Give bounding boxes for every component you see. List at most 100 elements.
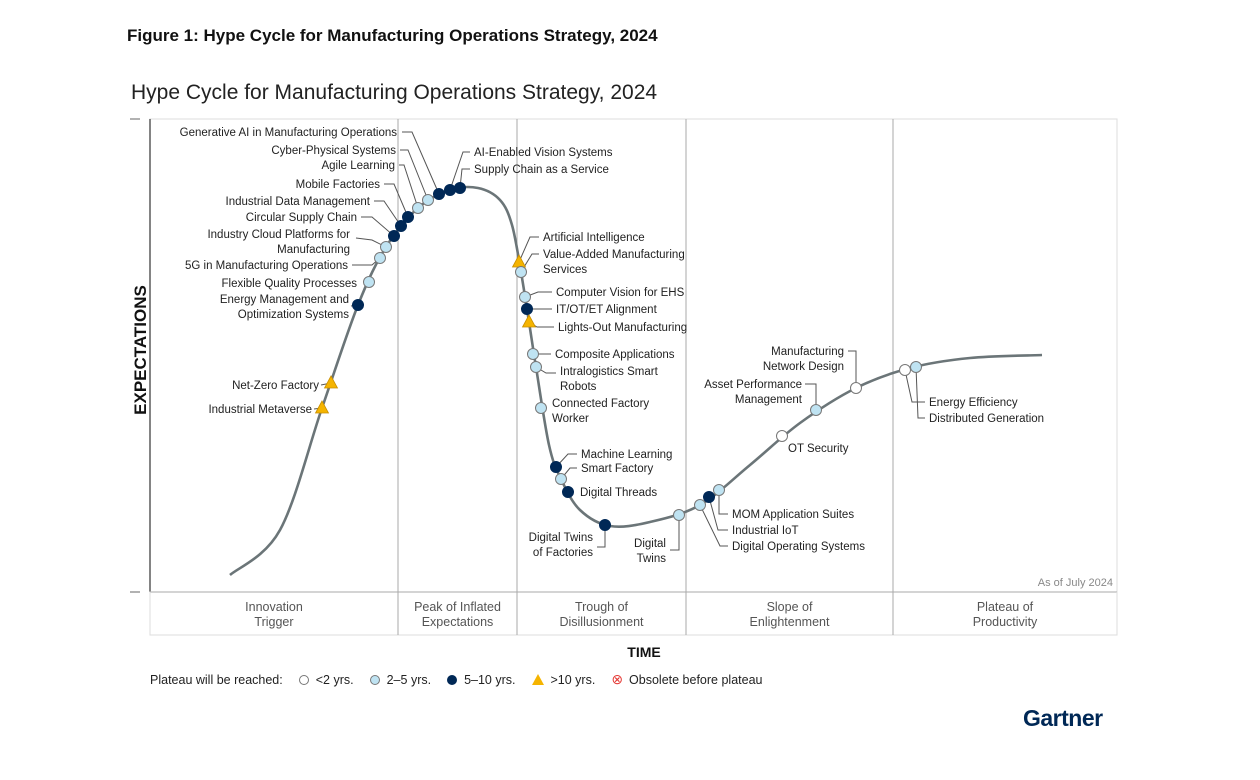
innovation-marker	[422, 194, 434, 206]
phase-label: Innovation	[245, 600, 303, 614]
innovation-label: Digital Operating Systems	[732, 541, 865, 553]
innovation-marker	[850, 382, 862, 394]
leader-line	[399, 164, 419, 209]
innovation-marker	[527, 348, 539, 360]
navy-circle-icon	[447, 674, 458, 685]
phase-label: Expectations	[422, 615, 494, 629]
innovation-label: Energy Efficiency	[929, 397, 1018, 409]
leader-line	[904, 369, 925, 403]
innovation-label: Mobile Factories	[296, 179, 381, 191]
innovation-marker	[521, 303, 533, 315]
innovation-label: Network Design	[763, 361, 844, 373]
innovation-label: Industrial Metaverse	[208, 404, 312, 416]
legend-2to5: 2–5 yrs.	[369, 672, 432, 687]
innovation-label: Net-Zero Factory	[232, 380, 319, 392]
innovation-marker	[810, 404, 822, 416]
innovation-label: Digital Twins	[529, 532, 594, 544]
innovation-label: Twins	[637, 553, 667, 565]
leader-line	[708, 496, 728, 531]
innovation-marker	[454, 182, 466, 194]
innovation-label: Computer Vision for EHS	[556, 287, 685, 299]
legend-label: Obsolete before plateau	[629, 672, 763, 687]
innovation-label: Services	[543, 264, 587, 276]
leader-line	[597, 525, 606, 548]
y-axis-label: EXPECTATIONS	[131, 285, 150, 415]
legend-label: >10 yrs.	[550, 672, 596, 687]
innovation-label: Circular Supply Chain	[246, 212, 357, 224]
leader-line	[718, 490, 728, 515]
light-blue-circle-icon	[369, 674, 380, 685]
innovation-label: Industry Cloud Platforms for	[207, 229, 350, 241]
innovation-label: Industrial Data Management	[226, 196, 371, 208]
legend-title: Plateau will be reached:	[150, 672, 283, 687]
gartner-logo: Gartner	[1023, 705, 1103, 732]
legend-obsolete: ⊗ Obsolete before plateau	[611, 671, 762, 688]
innovation-marker	[530, 361, 542, 373]
phase-label: Plateau of	[977, 600, 1034, 614]
phase-label: Slope of	[767, 600, 813, 614]
innovation-label: Connected Factory	[552, 398, 649, 410]
innovation-marker	[703, 491, 715, 503]
innovation-marker	[550, 461, 562, 473]
innovation-label: Robots	[560, 381, 597, 393]
logo-text: Gartner	[1023, 705, 1103, 731]
innovation-marker	[599, 519, 611, 531]
innovation-marker	[910, 361, 922, 373]
innovation-marker	[412, 202, 424, 214]
leader-line	[848, 350, 857, 388]
legend-5to10: 5–10 yrs.	[447, 672, 516, 687]
hype-curve	[229, 185, 1043, 577]
innovation-label: AI-Enabled Vision Systems	[474, 147, 613, 159]
innovation-label: Smart Factory	[581, 463, 653, 475]
white-circle-icon	[298, 674, 309, 685]
innovation-label: Worker	[552, 413, 589, 425]
innovation-label: 5G in Manufacturing Operations	[185, 260, 348, 272]
innovation-label: Artificial Intelligence	[543, 232, 645, 244]
innovation-label: Energy Management and	[220, 294, 349, 306]
innovation-marker	[374, 252, 386, 264]
innovation-label: Agile Learning	[321, 160, 395, 172]
innovation-marker-triangle	[521, 314, 537, 328]
innovation-label: MOM Application Suites	[732, 509, 854, 521]
innovation-label: Industrial IoT	[732, 525, 798, 537]
innovation-marker	[555, 473, 567, 485]
innovation-marker	[388, 230, 400, 242]
phase-label: Enlightenment	[750, 615, 830, 629]
innovation-label: Optimization Systems	[238, 309, 349, 321]
leader-line	[402, 131, 440, 195]
leader-line	[670, 515, 680, 551]
innovation-label: Generative AI in Manufacturing Operation…	[180, 127, 398, 139]
x-axis-label: TIME	[627, 644, 660, 660]
legend-label: 2–5 yrs.	[386, 672, 432, 687]
innovation-label: Asset Performance	[704, 379, 802, 391]
innovation-label: Manufacturing	[277, 244, 350, 256]
innovation-marker	[363, 276, 375, 288]
innovation-marker	[433, 188, 445, 200]
legend-lt2: <2 yrs.	[298, 673, 354, 687]
figure-title: Figure 1: Hype Cycle for Manufacturing O…	[127, 26, 658, 45]
innovation-marker	[395, 220, 407, 232]
leader-line	[400, 149, 429, 201]
innovation-label: Composite Applications	[555, 349, 675, 361]
innovation-label: Intralogistics Smart	[560, 366, 659, 378]
innovation-label: of Factories	[533, 547, 593, 559]
legend-label: 5–10 yrs.	[464, 672, 516, 687]
innovation-marker	[352, 299, 364, 311]
innovation-marker	[515, 266, 527, 278]
leader-line	[518, 236, 539, 263]
innovation-label: Supply Chain as a Service	[474, 164, 609, 176]
innovation-label: Management	[735, 394, 803, 406]
innovation-marker	[713, 484, 725, 496]
leader-line	[361, 216, 395, 237]
innovation-label: Lights-Out Manufacturing	[558, 322, 687, 334]
leader-line	[449, 151, 470, 191]
innovation-marker	[776, 430, 788, 442]
leader-line	[374, 200, 402, 227]
innovation-marker	[694, 499, 706, 511]
leader-line	[915, 366, 925, 419]
as-of-note: As of July 2024	[1038, 577, 1113, 589]
triangle-icon	[531, 674, 544, 685]
phase-label: Trigger	[254, 615, 293, 629]
innovation-label: Machine Learning	[581, 449, 672, 461]
innovation-marker	[380, 241, 392, 253]
